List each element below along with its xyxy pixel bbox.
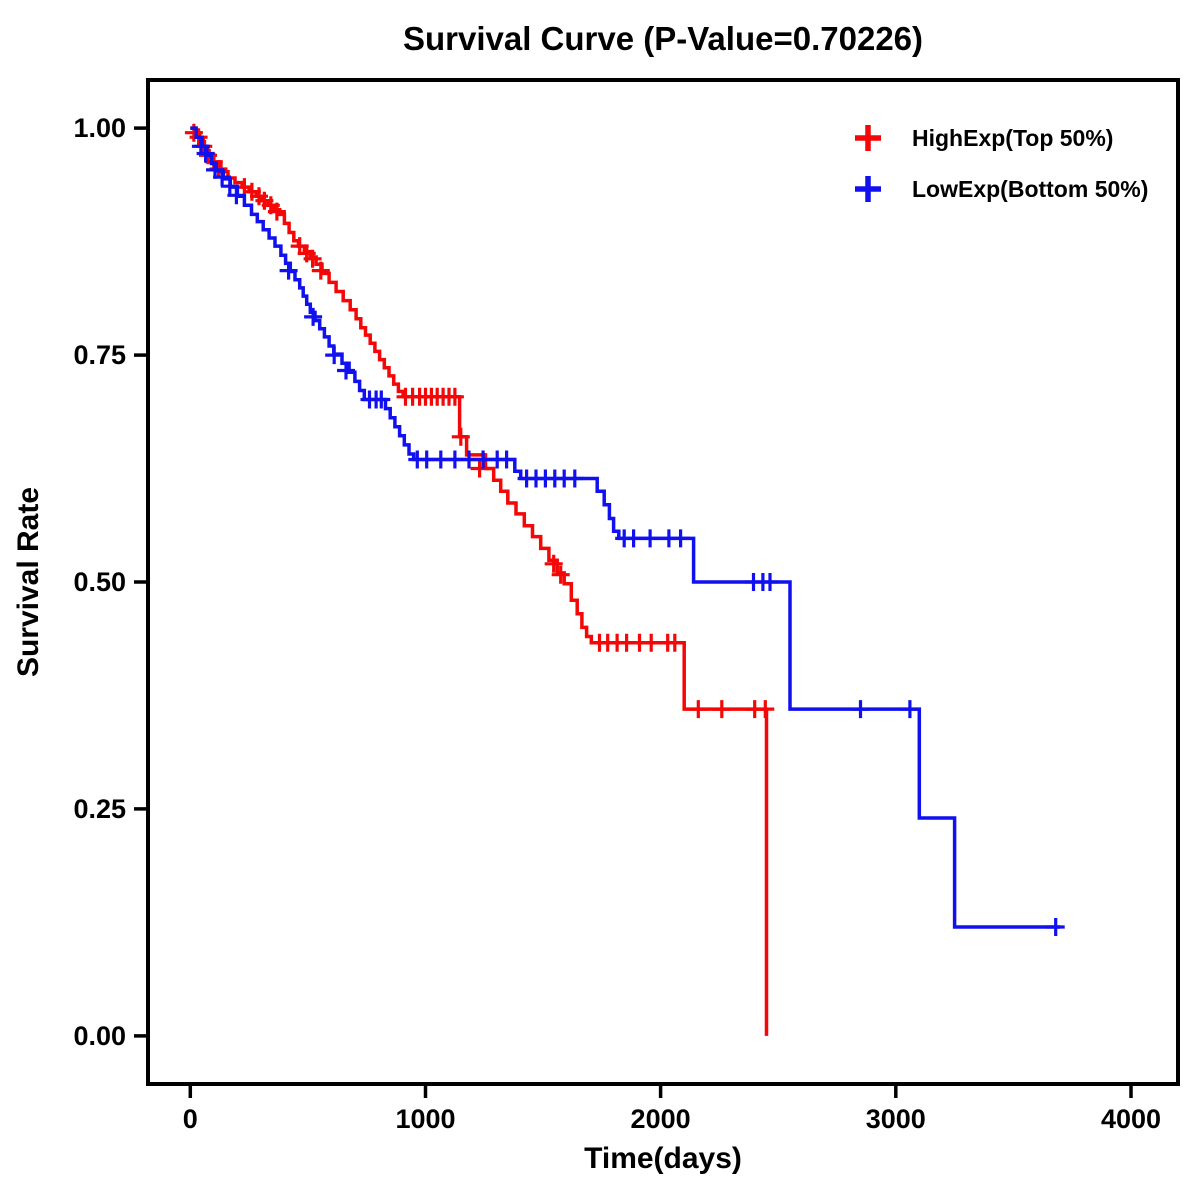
x-axis-ticks: 0 1000 2000 3000 4000: [183, 1084, 1161, 1134]
y-tick-label: 1.00: [73, 113, 126, 143]
x-tick-label: 2000: [631, 1104, 691, 1134]
y-axis-ticks: 0.00 0.25 0.50 0.75 1.00: [73, 113, 148, 1051]
chart-title: Survival Curve (P-Value=0.70226): [403, 20, 923, 57]
legend-label: LowExp(Bottom 50%): [912, 176, 1148, 202]
x-tick-label: 4000: [1101, 1104, 1161, 1134]
y-tick-label: 0.25: [73, 794, 126, 824]
x-tick-label: 0: [183, 1104, 198, 1134]
plot-border: [146, 78, 1180, 1086]
y-tick-label: 0.00: [73, 1021, 126, 1051]
censor-marks: [184, 123, 775, 719]
legend-plus-icon: [855, 176, 881, 202]
series-highexp: [184, 123, 775, 1036]
x-tick-label: 3000: [866, 1104, 926, 1134]
censor-marks: [191, 137, 1065, 936]
legend-plus-icon: [855, 125, 881, 151]
y-tick-label: 0.75: [73, 340, 126, 370]
x-axis-label: Time(days): [584, 1142, 742, 1175]
series-lowexp: [190, 126, 1065, 936]
x-tick-label: 1000: [395, 1104, 455, 1134]
y-tick-label: 0.50: [73, 567, 126, 597]
survival-step-curve: [190, 126, 769, 1036]
y-axis-label: Survival Rate: [12, 487, 45, 677]
survival-step-curve: [190, 126, 1061, 929]
legend: HighExp(Top 50%) LowExp(Bottom 50%): [855, 125, 1148, 202]
legend-label: HighExp(Top 50%): [912, 125, 1113, 151]
